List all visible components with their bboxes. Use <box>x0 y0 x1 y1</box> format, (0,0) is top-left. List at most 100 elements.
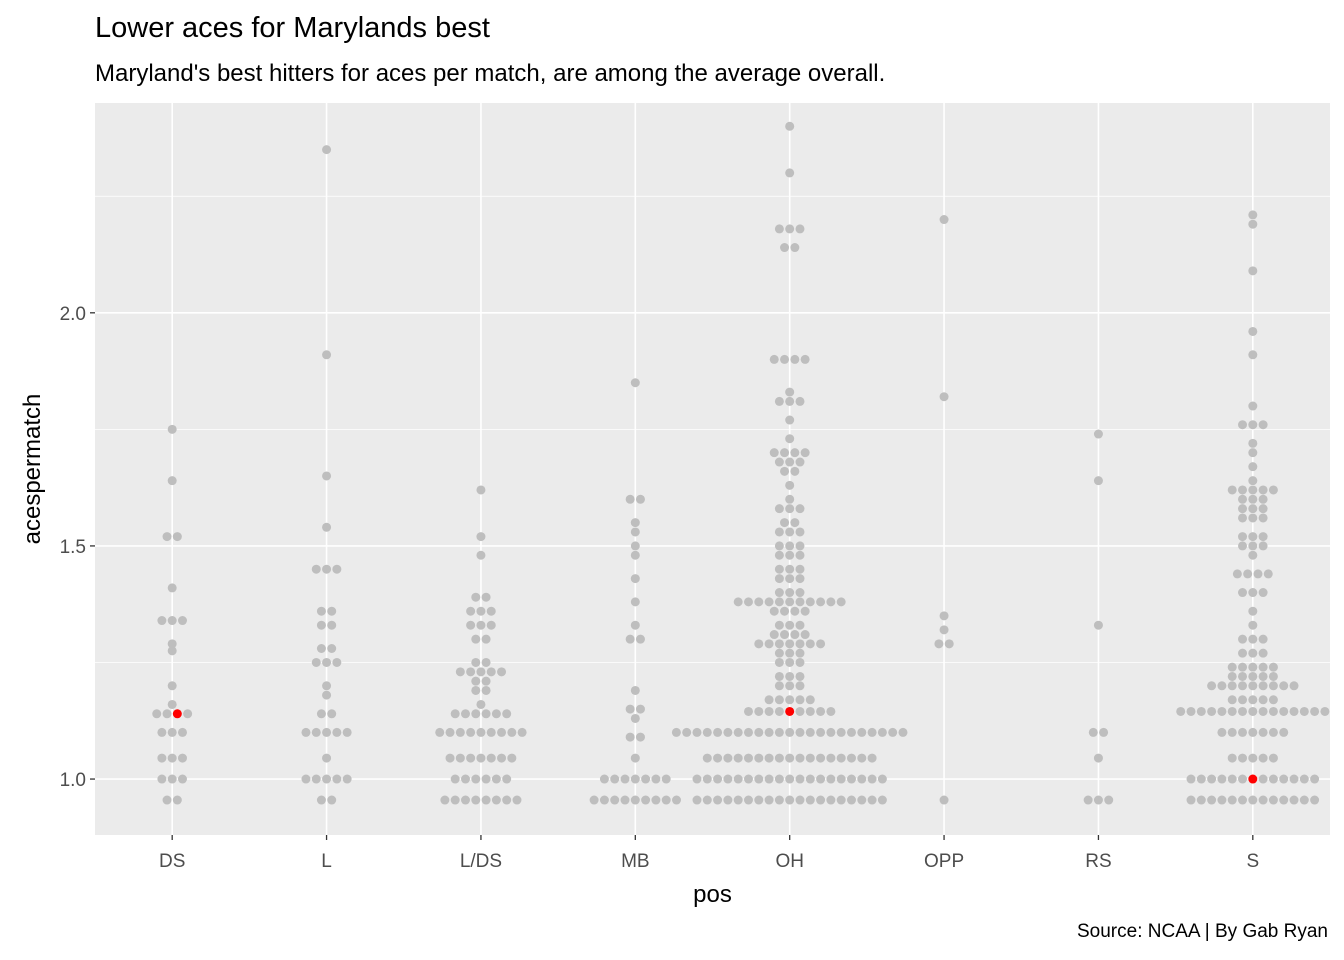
data-point <box>795 504 805 514</box>
x-tick-label: S <box>1246 851 1259 872</box>
data-point <box>826 706 836 716</box>
data-point <box>1238 494 1248 504</box>
data-point <box>1238 706 1248 716</box>
data-point <box>630 518 640 528</box>
data-point <box>1268 753 1278 763</box>
data-point <box>486 753 496 763</box>
data-point <box>152 709 162 719</box>
data-point <box>625 704 635 714</box>
data-point <box>723 774 733 784</box>
data-point <box>1196 795 1206 805</box>
data-point <box>764 639 774 649</box>
data-point <box>1258 588 1268 598</box>
data-point <box>780 466 790 476</box>
data-point <box>795 396 805 406</box>
data-point <box>671 727 681 737</box>
data-point <box>466 620 476 630</box>
data-point <box>754 774 764 784</box>
data-point <box>1207 681 1217 691</box>
data-point <box>702 753 712 763</box>
data-point <box>1196 706 1206 716</box>
data-point <box>785 574 795 584</box>
data-point <box>795 588 805 598</box>
data-point <box>1279 706 1289 716</box>
data-point <box>471 774 481 784</box>
data-point <box>774 639 784 649</box>
data-point <box>888 727 898 737</box>
data-point <box>816 706 826 716</box>
highlighted-point <box>1248 774 1258 784</box>
data-point <box>1258 634 1268 644</box>
data-point <box>1248 541 1258 551</box>
data-point <box>476 485 486 495</box>
data-point <box>795 541 805 551</box>
data-point <box>805 753 815 763</box>
data-point <box>1258 706 1268 716</box>
data-point <box>630 713 640 723</box>
data-point <box>702 774 712 784</box>
data-point <box>733 774 743 784</box>
data-point <box>785 774 795 784</box>
data-points <box>152 121 1330 805</box>
data-point <box>785 415 795 425</box>
data-point <box>743 753 753 763</box>
data-point <box>1248 671 1258 681</box>
data-point <box>769 448 779 458</box>
data-point <box>445 753 455 763</box>
data-point <box>1258 485 1268 495</box>
data-point <box>702 795 712 805</box>
x-tick-label: RS <box>1085 851 1111 872</box>
data-point <box>1227 753 1237 763</box>
data-point <box>1258 774 1268 784</box>
data-point <box>1258 671 1268 681</box>
data-point <box>1248 662 1258 672</box>
data-point <box>620 774 630 784</box>
data-point <box>1248 401 1258 411</box>
data-point <box>177 774 187 784</box>
data-point <box>1238 795 1248 805</box>
data-point <box>630 527 640 537</box>
data-point <box>795 695 805 705</box>
x-tick-label: OH <box>775 851 804 872</box>
data-point <box>1248 438 1258 448</box>
chart-title: Lower aces for Marylands best <box>95 12 490 44</box>
data-point <box>774 504 784 514</box>
data-point <box>857 795 867 805</box>
data-point <box>805 706 815 716</box>
data-point <box>939 795 949 805</box>
data-point <box>795 648 805 658</box>
data-point <box>790 630 800 640</box>
data-point <box>1227 774 1237 784</box>
data-point <box>785 620 795 630</box>
data-point <box>702 727 712 737</box>
data-point <box>939 392 949 402</box>
data-point <box>497 727 507 737</box>
data-point <box>1258 504 1268 514</box>
data-point <box>795 597 805 607</box>
data-point <box>466 753 476 763</box>
data-point <box>1176 706 1186 716</box>
data-point <box>795 564 805 574</box>
data-point <box>1083 795 1093 805</box>
x-tick-label: OPP <box>924 851 964 872</box>
data-point <box>805 639 815 649</box>
data-point <box>172 532 182 542</box>
x-tick-label: MB <box>621 851 650 872</box>
data-point <box>481 685 491 695</box>
data-point <box>641 795 651 805</box>
data-point <box>1238 504 1248 514</box>
data-point <box>805 695 815 705</box>
data-point <box>332 727 342 737</box>
data-point <box>867 774 877 784</box>
data-point <box>816 753 826 763</box>
data-point <box>1310 774 1320 784</box>
data-point <box>785 795 795 805</box>
data-point <box>939 215 949 225</box>
data-point <box>795 527 805 537</box>
data-point <box>826 774 836 784</box>
data-point <box>322 774 332 784</box>
data-point <box>754 727 764 737</box>
data-point <box>785 224 795 234</box>
x-tick-label: L/DS <box>460 851 502 872</box>
data-point <box>322 690 332 700</box>
